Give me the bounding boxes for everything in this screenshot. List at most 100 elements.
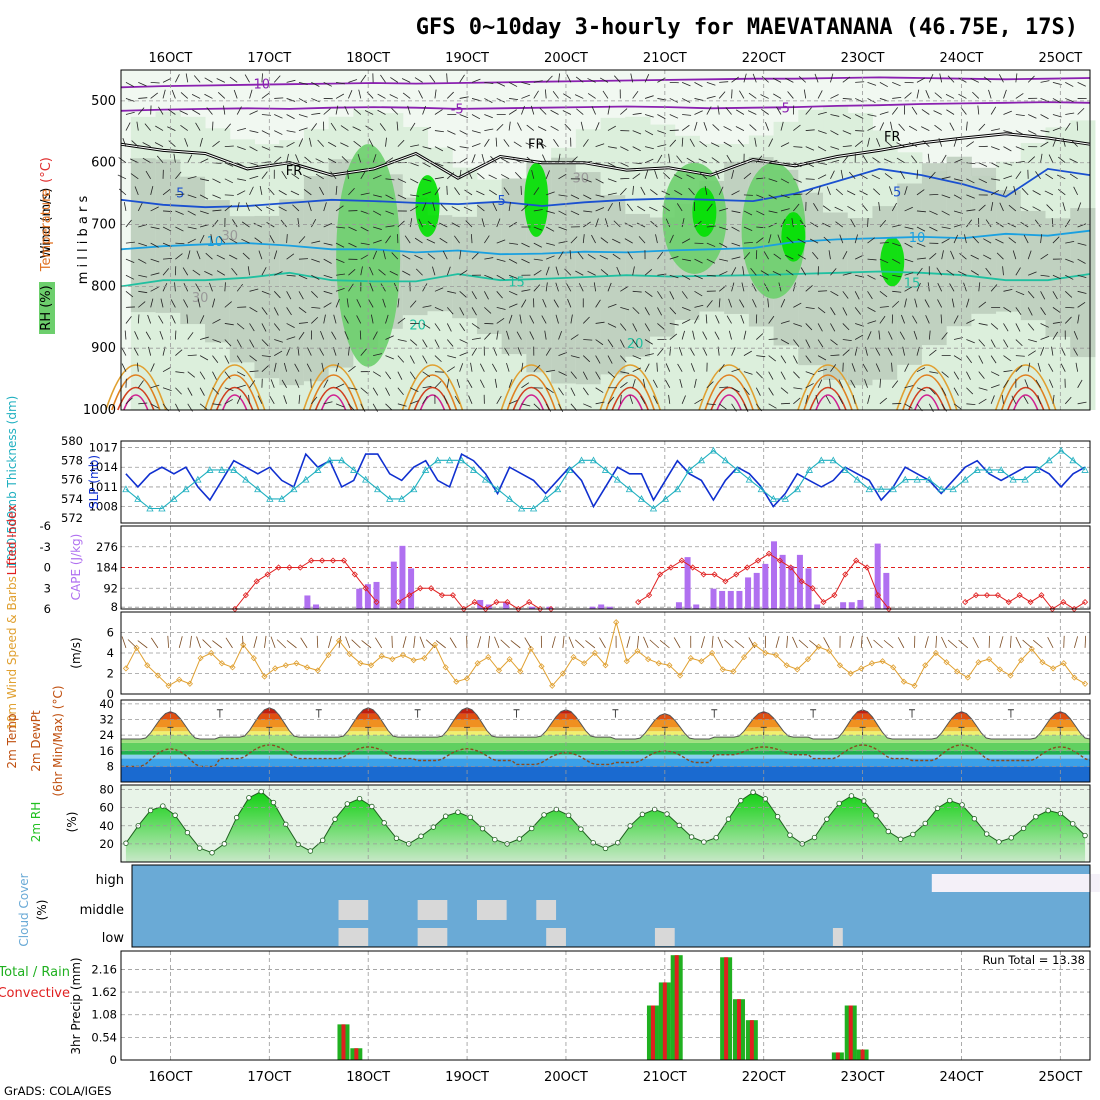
wind-barb	[180, 92, 189, 99]
top-xtick-label: 16OCT	[149, 51, 193, 66]
wind-barb	[447, 366, 455, 373]
wind-barb	[731, 190, 740, 196]
wind-barb	[1027, 350, 1036, 356]
wind-barb	[875, 347, 881, 356]
wind-barb	[204, 271, 213, 276]
wind-barb	[175, 371, 185, 374]
wind-barb	[1040, 347, 1045, 356]
bottom-xtick-label: 20OCT	[544, 1070, 588, 1085]
temperature-band	[121, 713, 1090, 720]
wind-barb	[479, 363, 485, 372]
wind-barb	[542, 154, 547, 163]
surface-wind-barb	[477, 636, 482, 648]
wind-barb	[492, 202, 498, 212]
wind-barb	[793, 323, 803, 327]
wind-unit-label: (m/s)	[69, 637, 83, 668]
wind-barb	[668, 153, 671, 163]
wind-barb	[990, 106, 997, 115]
wind-barb	[508, 82, 518, 87]
wind-barb	[218, 236, 226, 244]
wind-barb	[673, 174, 683, 180]
isotherm-5	[120, 229, 1091, 256]
wind-barb	[805, 394, 809, 404]
wind-barb	[755, 387, 761, 396]
wind-barb	[1064, 396, 1072, 405]
wind-barb	[694, 304, 704, 308]
wind-barb	[694, 82, 703, 88]
wind-barb	[928, 330, 931, 340]
wind-barb	[1052, 291, 1058, 300]
lifted-index-point	[689, 564, 696, 571]
wind-barb	[508, 314, 513, 324]
wind-barb	[496, 395, 502, 405]
surface-wind-barb	[850, 636, 855, 648]
wind-barb	[142, 142, 151, 148]
wind-barb	[464, 189, 473, 196]
wind-barb	[467, 170, 473, 179]
thickness-point	[601, 466, 610, 473]
wind-speed-point	[698, 658, 705, 665]
wind-barb	[323, 242, 333, 246]
rh2m-point	[246, 795, 252, 801]
wind-barb	[937, 299, 943, 308]
wind-speed-point	[357, 660, 364, 667]
wind-barb	[459, 250, 462, 260]
surface-isotherm	[209, 374, 260, 411]
wind-barb	[718, 298, 721, 308]
bottom-xtick-label: 18OCT	[346, 1070, 390, 1085]
wind-barb	[125, 122, 131, 131]
thickness-point	[290, 485, 298, 493]
wind-barb	[1015, 307, 1022, 315]
wind-barb	[799, 219, 807, 228]
wind-barb	[186, 314, 189, 324]
wind-barb	[842, 323, 850, 331]
wind-barb	[1040, 141, 1049, 147]
wind-barb	[657, 154, 663, 163]
wind-barb	[492, 347, 498, 356]
wind-barb	[656, 362, 658, 372]
wind-barb	[422, 371, 431, 378]
surface-isotherm	[221, 394, 248, 411]
wind-barb	[892, 258, 901, 264]
surface-wind-barb	[121, 636, 127, 649]
wind-barb	[650, 220, 658, 228]
wind-barb	[891, 362, 893, 372]
wind-barb	[999, 202, 1004, 212]
rh2m-point	[811, 834, 818, 841]
wind-barb	[607, 146, 617, 149]
surface-isotherm	[698, 364, 760, 411]
wind-barb	[723, 141, 732, 148]
wind-barb	[768, 210, 778, 214]
wind-barb	[1052, 236, 1060, 244]
wind-barb	[1076, 121, 1079, 131]
wind-barb	[224, 301, 232, 308]
wind-barb	[533, 90, 539, 99]
wind-barb	[941, 226, 951, 229]
top-xtick-label: 25OCT	[1038, 51, 1082, 66]
wind-barb	[904, 385, 914, 389]
wind-barb	[1051, 346, 1054, 356]
surface-wind-barb	[568, 636, 574, 649]
wind-barb	[459, 169, 462, 179]
wind-barb	[879, 242, 889, 244]
precip-frame	[120, 950, 1091, 1061]
wind-barb	[901, 314, 905, 324]
wind-barb	[600, 269, 609, 276]
wind-barb	[385, 314, 389, 324]
wind-barb	[373, 194, 382, 198]
wind-barb	[607, 178, 617, 183]
lifted-index-point	[1016, 592, 1023, 599]
wind-barb	[717, 105, 720, 115]
wind-barb	[569, 250, 572, 260]
surface-wind-barb	[734, 640, 745, 649]
wind-barb	[192, 269, 201, 276]
wind-barb	[286, 336, 296, 340]
wind-barb	[249, 186, 254, 196]
rh2m-point	[516, 836, 523, 842]
wind-barb	[780, 142, 790, 148]
wind-barb	[434, 323, 441, 332]
wind-barb	[241, 221, 250, 228]
wind-barb	[504, 347, 510, 356]
wind-barb	[681, 319, 691, 324]
wind-barb	[867, 114, 877, 117]
